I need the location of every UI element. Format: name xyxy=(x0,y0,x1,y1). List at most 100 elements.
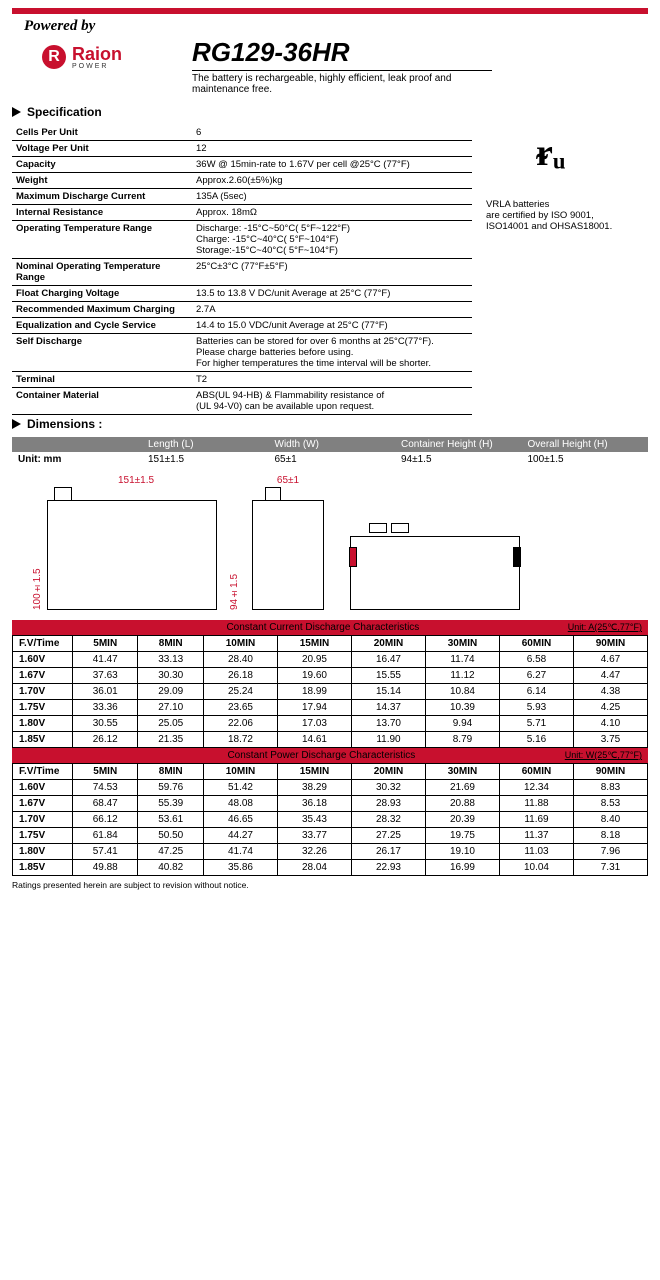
data-row: 1.85V26.1221.3518.7214.6111.908.795.163.… xyxy=(13,732,648,748)
value-cell: 4.67 xyxy=(573,652,647,668)
voltage-cell: 1.85V xyxy=(13,860,73,876)
spec-value: 36W @ 15min-rate to 1.67V per cell @25°C… xyxy=(192,157,472,173)
spec-row: Self DischargeBatteries can be stored fo… xyxy=(12,334,472,372)
voltage-cell: 1.75V xyxy=(13,828,73,844)
dim-cheight-value: 94±1.5 xyxy=(395,454,522,465)
col-header: F.V/Time xyxy=(13,636,73,652)
value-cell: 44.27 xyxy=(203,828,277,844)
value-cell: 55.39 xyxy=(138,796,203,812)
value-cell: 36.01 xyxy=(73,684,138,700)
value-cell: 12.34 xyxy=(499,780,573,796)
voltage-cell: 1.60V xyxy=(13,780,73,796)
value-cell: 28.40 xyxy=(203,652,277,668)
dia-width-label: 65±1 xyxy=(277,475,299,486)
dimensions-title-text: Dimensions : xyxy=(27,417,102,431)
diagram-front-view xyxy=(47,500,217,610)
value-cell: 35.86 xyxy=(203,860,277,876)
value-cell: 33.77 xyxy=(277,828,351,844)
value-cell: 51.42 xyxy=(203,780,277,796)
current-table-title: Constant Current Discharge Characteristi… xyxy=(78,622,568,633)
value-cell: 25.05 xyxy=(138,716,203,732)
spec-row: Nominal Operating Temperature Range25°C±… xyxy=(12,259,472,286)
value-cell: 47.25 xyxy=(138,844,203,860)
spec-label: Internal Resistance xyxy=(12,205,192,221)
value-cell: 17.03 xyxy=(277,716,351,732)
value-cell: 6.14 xyxy=(499,684,573,700)
model-number: RG129-36HR xyxy=(192,37,492,71)
value-cell: 28.93 xyxy=(351,796,425,812)
spec-value: Batteries can be stored for over 6 month… xyxy=(192,334,472,372)
value-cell: 11.12 xyxy=(425,668,499,684)
value-cell: 6.27 xyxy=(499,668,573,684)
value-cell: 5.16 xyxy=(499,732,573,748)
spec-value: 2.7A xyxy=(192,302,472,318)
spec-value: 135A (5sec) xyxy=(192,189,472,205)
value-cell: 61.84 xyxy=(73,828,138,844)
dimensions-value-row: Unit: mm 151±1.5 65±1 94±1.5 100±1.5 xyxy=(12,452,648,467)
spec-value: Approx. 18mΩ xyxy=(192,205,472,221)
specification-table: Cells Per Unit6Voltage Per Unit12Capacit… xyxy=(12,125,472,415)
value-cell: 33.36 xyxy=(73,700,138,716)
value-cell: 10.39 xyxy=(425,700,499,716)
time-column: 10MIN xyxy=(203,764,277,780)
raion-logo: R Raion POWER xyxy=(42,37,162,77)
value-cell: 20.88 xyxy=(425,796,499,812)
spec-value: 12 xyxy=(192,141,472,157)
logo-r-icon: R xyxy=(42,45,66,69)
value-cell: 21.69 xyxy=(425,780,499,796)
value-cell: 18.99 xyxy=(277,684,351,700)
spec-value: 25°C±3°C (77°F±5°F) xyxy=(192,259,472,286)
model-tagline: The battery is rechargeable, highly effi… xyxy=(192,73,492,95)
spec-label: Weight xyxy=(12,173,192,189)
value-cell: 30.30 xyxy=(138,668,203,684)
certification-sidebar: ᵲᵤ VRLA batteriesare certified by ISO 90… xyxy=(486,125,646,232)
spec-label: Self Discharge xyxy=(12,334,192,372)
time-column: 5MIN xyxy=(73,764,138,780)
value-cell: 40.82 xyxy=(138,860,203,876)
value-cell: 66.12 xyxy=(73,812,138,828)
value-cell: 15.55 xyxy=(351,668,425,684)
value-cell: 23.65 xyxy=(203,700,277,716)
dim-unit-label: Unit: mm xyxy=(12,454,142,465)
value-cell: 11.88 xyxy=(499,796,573,812)
spec-value: 6 xyxy=(192,125,472,141)
power-table-title: Constant Power Discharge Characteristics xyxy=(78,750,565,761)
dim-width-value: 65±1 xyxy=(269,454,396,465)
dim-width-header: Width (W) xyxy=(269,439,396,450)
value-cell: 36.18 xyxy=(277,796,351,812)
value-cell: 11.37 xyxy=(499,828,573,844)
time-column: 30MIN xyxy=(425,764,499,780)
value-cell: 30.55 xyxy=(73,716,138,732)
value-cell: 11.90 xyxy=(351,732,425,748)
value-cell: 21.35 xyxy=(138,732,203,748)
value-cell: 32.26 xyxy=(277,844,351,860)
spec-row: Cells Per Unit6 xyxy=(12,125,472,141)
value-cell: 46.65 xyxy=(203,812,277,828)
value-cell: 8.79 xyxy=(425,732,499,748)
value-cell: 29.09 xyxy=(138,684,203,700)
data-row: 1.75V33.3627.1023.6517.9414.3710.395.934… xyxy=(13,700,648,716)
value-cell: 25.24 xyxy=(203,684,277,700)
data-row: 1.60V41.4733.1328.4020.9516.4711.746.584… xyxy=(13,652,648,668)
time-column: 20MIN xyxy=(351,764,425,780)
dimension-diagrams: 100±1.5 151±1.5 94±1.5 65±1 xyxy=(12,475,648,610)
time-column: 20MIN xyxy=(351,636,425,652)
dim-cheight-header: Container Height (H) xyxy=(395,439,522,450)
value-cell: 38.29 xyxy=(277,780,351,796)
dim-length-header: Length (L) xyxy=(142,439,269,450)
spec-label: Operating Temperature Range xyxy=(12,221,192,259)
data-row: 1.70V66.1253.6146.6535.4328.3220.3911.69… xyxy=(13,812,648,828)
value-cell: 4.47 xyxy=(573,668,647,684)
value-cell: 26.12 xyxy=(73,732,138,748)
time-column: 60MIN xyxy=(499,764,573,780)
data-row: 1.75V61.8450.5044.2733.7727.2519.7511.37… xyxy=(13,828,648,844)
spec-row: Voltage Per Unit12 xyxy=(12,141,472,157)
voltage-cell: 1.75V xyxy=(13,700,73,716)
value-cell: 20.95 xyxy=(277,652,351,668)
value-cell: 13.70 xyxy=(351,716,425,732)
header-red-bar xyxy=(12,8,648,14)
data-row: 1.85V49.8840.8235.8628.0422.9316.9910.04… xyxy=(13,860,648,876)
spec-label: Nominal Operating Temperature Range xyxy=(12,259,192,286)
value-cell: 30.32 xyxy=(351,780,425,796)
time-column: 15MIN xyxy=(277,636,351,652)
